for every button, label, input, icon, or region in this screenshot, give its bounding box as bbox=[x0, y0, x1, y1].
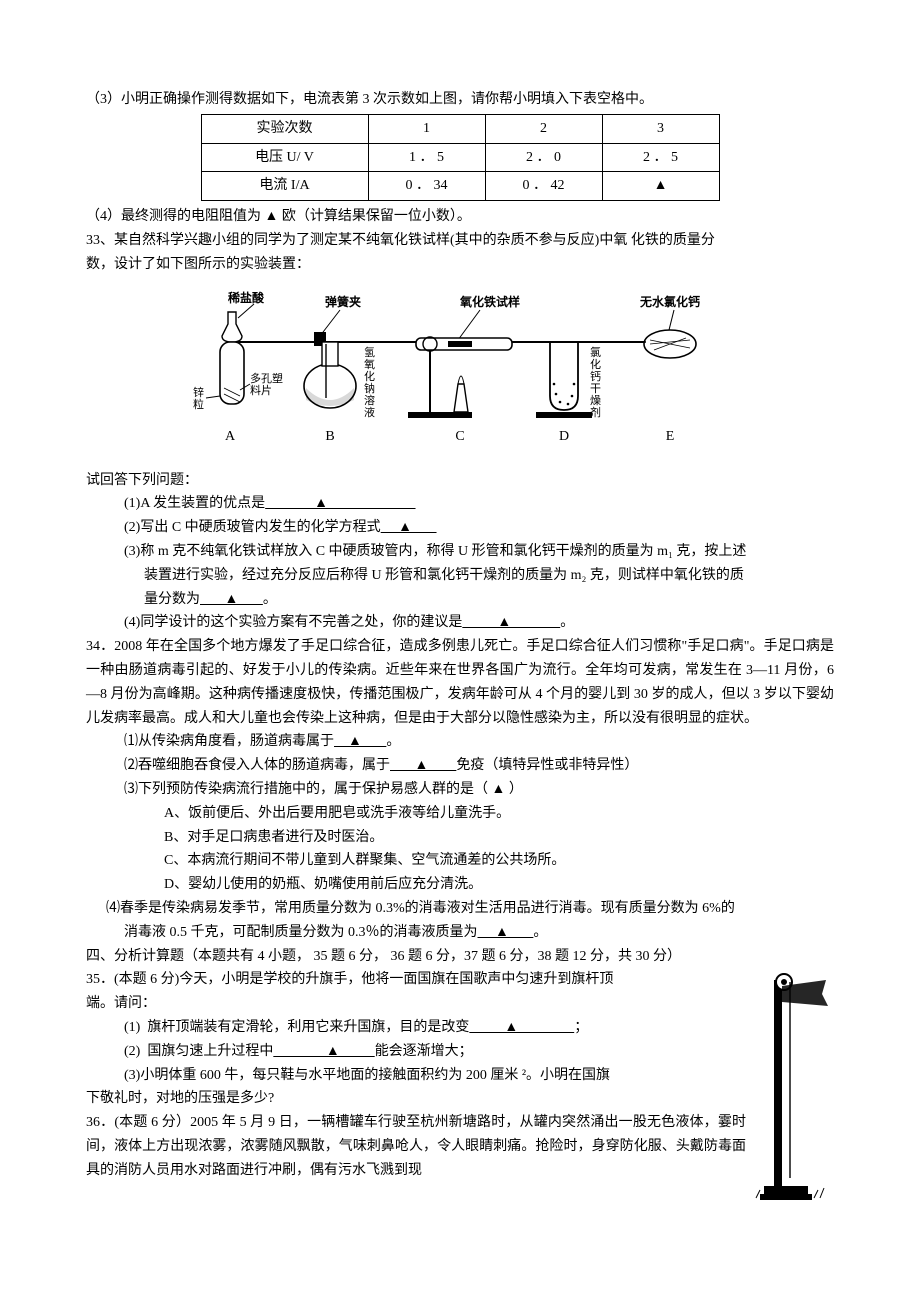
diagram-letter-e: E bbox=[666, 429, 675, 444]
q33-intro-a: 33、某自然科学兴趣小组的同学为了测定某不纯氧化铁试样(其中的杂质不参与反应)中… bbox=[86, 229, 834, 253]
q35-intro-b: 端。请问： bbox=[86, 992, 834, 1016]
svg-text:钙: 钙 bbox=[590, 369, 601, 383]
label-plastic: 多孔塑 bbox=[250, 371, 283, 385]
q33-apparatus-diagram: 稀盐酸 多孔塑 料片 锌 粒 弹簧夹 氢 bbox=[179, 283, 741, 465]
q33-p2: (2)写出 C 中硬质玻管内发生的化学方程式 ▲ bbox=[86, 516, 834, 540]
q34-option-d: D、婴幼儿使用的奶瓶、奶嘴使用前后应充分清洗。 bbox=[86, 873, 834, 897]
q35-intro-a: 35．(本题 6 分)今天，小明是学校的升旗手，他将一面国旗在国歌声中匀速升到旗… bbox=[86, 968, 834, 992]
svg-text:化: 化 bbox=[364, 369, 375, 383]
svg-text:溶: 溶 bbox=[364, 393, 375, 407]
label-dilute-hcl: 稀盐酸 bbox=[228, 290, 265, 305]
q33-p4: (4)同学设计的这个实验方案有不完善之处，你的建议是 ▲ 。 bbox=[86, 611, 834, 635]
q35-p2: (2) 国旗匀速上升过程中 ▲ 能会逐渐增大； bbox=[86, 1040, 834, 1064]
q33-intro-b: 数，设计了如下图所示的实验装置： bbox=[86, 253, 834, 277]
q34-intro: 34．2008 年在全国多个地方爆发了手足口综合征，造成多例患儿死亡。手足口综合… bbox=[86, 635, 834, 730]
diagram-letter-d: D bbox=[559, 429, 569, 444]
td-u-2: 2 ． 0 bbox=[485, 143, 602, 172]
svg-text:剂: 剂 bbox=[590, 405, 601, 419]
q35-p3a: (3)小明体重 600 牛，每只鞋与水平地面的接触面积约为 200 厘米 ²。小… bbox=[86, 1064, 834, 1088]
q33-p3a: (3)称 m 克不纯氧化铁试样放入 C 中硬质玻管内，称得 U 形管和氯化钙干燥… bbox=[86, 540, 834, 564]
svg-text:燥: 燥 bbox=[590, 394, 601, 407]
q34-p4a: ⑷春季是传染病易发季节，常用质量分数为 0.3%的消毒液对生活用品进行消毒。现有… bbox=[86, 897, 834, 921]
td-i-label: 电流 I/A bbox=[201, 172, 368, 201]
diagram-letter-c: C bbox=[455, 429, 464, 444]
svg-text:干: 干 bbox=[590, 383, 601, 395]
q35-p1: (1) 旗杆顶端装有定滑轮，利用它来升国旗，目的是改变 ▲ ； bbox=[86, 1016, 834, 1040]
q32-data-table: 实验次数 1 2 3 电压 U/ V 1 ． 5 2 ． 0 2 ． 5 电流 … bbox=[201, 114, 720, 201]
q36-intro: 36．(本题 6 分）2005 年 5 月 9 日，一辆槽罐车行驶至杭州新塘路时… bbox=[86, 1111, 834, 1182]
label-iron-oxide: 氧化铁试样 bbox=[459, 294, 520, 309]
label-anhydrous-cacl2: 无水氯化钙 bbox=[639, 294, 700, 309]
svg-text:化: 化 bbox=[590, 357, 601, 371]
td-u-1: 1 ． 5 bbox=[368, 143, 485, 172]
td-u-3: 2 ． 5 bbox=[602, 143, 719, 172]
td-i-2: 0 ． 42 bbox=[485, 172, 602, 201]
td-i-1: 0 ． 34 bbox=[368, 172, 485, 201]
q34-p4b: 消毒液 0.5 千克，可配制质量分数为 0.3％的消毒液质量为 ▲ 。 bbox=[86, 921, 834, 945]
label-zinc: 锌 bbox=[193, 385, 204, 399]
q33-answer-header: 试回答下列问题： bbox=[86, 469, 834, 493]
label-naoh: 氢 bbox=[364, 345, 375, 359]
th-2: 2 bbox=[485, 114, 602, 143]
q34-option-b: B、对手足口病患者进行及时医治。 bbox=[86, 826, 834, 850]
q33-p3b: 装置进行实验，经过充分反应后称得 U 形管和氯化钙干燥剂的质量为 m₂ 克，则试… bbox=[86, 564, 834, 588]
label-cacl2-dry: 氯 bbox=[590, 345, 601, 359]
td-u-label: 电压 U/ V bbox=[201, 143, 368, 172]
table-row: 电流 I/A 0 ． 34 0 ． 42 ▲ bbox=[201, 172, 719, 201]
q34-option-c: C、本病流行期间不带儿童到人群聚集、空气流通差的公共场所。 bbox=[86, 849, 834, 873]
q34-p1: ⑴从传染病角度看，肠道病毒属于 ▲ 。 bbox=[86, 730, 834, 754]
q32-part4: （4）最终测得的电阻阻值为 ▲ 欧（计算结果保留一位小数）。 bbox=[86, 205, 834, 229]
label-spring-clip: 弹簧夹 bbox=[325, 294, 361, 309]
svg-text:粒: 粒 bbox=[193, 397, 204, 411]
th-3: 3 bbox=[602, 114, 719, 143]
section4-header: 四、分析计算题（本题共有 4 小题， 35 题 6 分， 36 题 6 分，37… bbox=[86, 945, 834, 969]
diagram-letter-b: B bbox=[325, 429, 334, 444]
table-row: 电压 U/ V 1 ． 5 2 ． 0 2 ． 5 bbox=[201, 143, 719, 172]
th-trial: 实验次数 bbox=[201, 114, 368, 143]
svg-text:料片: 料片 bbox=[250, 383, 272, 397]
q34-option-a: A、饭前便后、外出后要用肥皂或洗手液等给儿童洗手。 bbox=[86, 802, 834, 826]
th-1: 1 bbox=[368, 114, 485, 143]
q34-p2: ⑵吞噬细胞吞食侵入人体的肠道病毒，属于 ▲ 免疫（填特异性或非特异性） bbox=[86, 754, 834, 778]
q33-p3c: 量分数为 ▲ 。 bbox=[86, 588, 834, 612]
table-row: 实验次数 1 2 3 bbox=[201, 114, 719, 143]
q34-p3-stem: ⑶下列预防传染病流行措施中的，属于保护易感人群的是（ ▲ ） bbox=[86, 778, 834, 802]
q33-p1: (1)A 发生装置的优点是 ▲ bbox=[86, 492, 834, 516]
svg-text:液: 液 bbox=[364, 405, 375, 419]
flagpole-figure bbox=[754, 972, 834, 1202]
svg-text:钠: 钠 bbox=[364, 381, 375, 395]
q35-p3b: 下敬礼时，对地的压强是多少? bbox=[86, 1087, 834, 1111]
q32-part3: （3）小明正确操作测得数据如下，电流表第 3 次示数如上图，请你帮小明填入下表空… bbox=[86, 88, 834, 112]
svg-text:氧: 氧 bbox=[364, 357, 375, 371]
diagram-letter-a: A bbox=[225, 429, 236, 444]
td-i-3: ▲ bbox=[602, 172, 719, 201]
